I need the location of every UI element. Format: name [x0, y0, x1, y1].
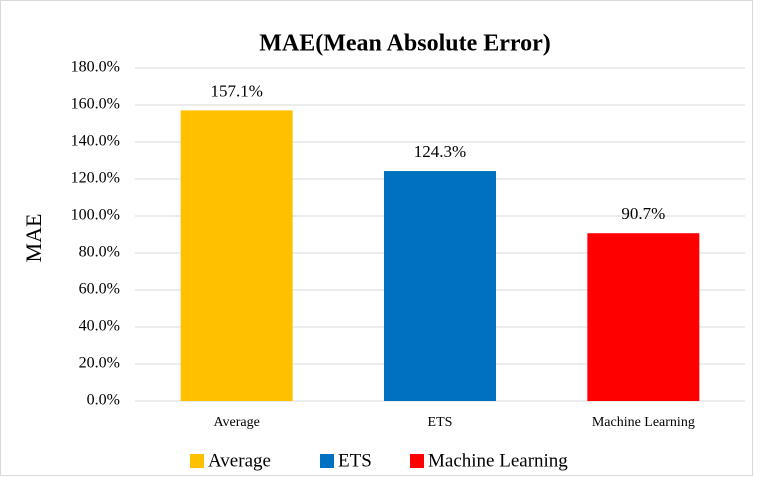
- legend-label: Machine Learning: [428, 450, 568, 471]
- legend-swatch: [320, 454, 334, 468]
- y-tick-label: 120.0%: [71, 170, 120, 187]
- y-tick-label: 60.0%: [79, 281, 120, 298]
- bar: [180, 110, 293, 402]
- y-tick-label: 140.0%: [71, 133, 120, 150]
- y-axis-label: MAE: [21, 214, 46, 263]
- legend-swatch: [410, 454, 424, 468]
- y-tick-label: 80.0%: [79, 244, 120, 261]
- legend-label: ETS: [338, 450, 372, 471]
- x-tick-label: ETS: [428, 415, 453, 430]
- legend-label: Average: [208, 450, 271, 471]
- legend-swatch: [190, 454, 204, 468]
- y-tick-label: 40.0%: [79, 318, 120, 335]
- value-label: 90.7%: [621, 204, 665, 223]
- y-tick-label: 20.0%: [79, 355, 120, 372]
- y-tick-label: 160.0%: [71, 96, 120, 113]
- y-tick-label: 100.0%: [71, 207, 120, 224]
- y-tick-label: 0.0%: [87, 392, 120, 409]
- y-tick-label: 180.0%: [71, 59, 120, 76]
- value-label: 157.1%: [210, 81, 262, 100]
- bar: [384, 171, 496, 401]
- value-label: 124.3%: [414, 142, 466, 161]
- bar: [587, 233, 700, 401]
- chart-title: MAE(Mean Absolute Error): [259, 31, 551, 57]
- x-tick-label: Machine Learning: [592, 415, 695, 430]
- x-tick-label: Average: [213, 415, 259, 430]
